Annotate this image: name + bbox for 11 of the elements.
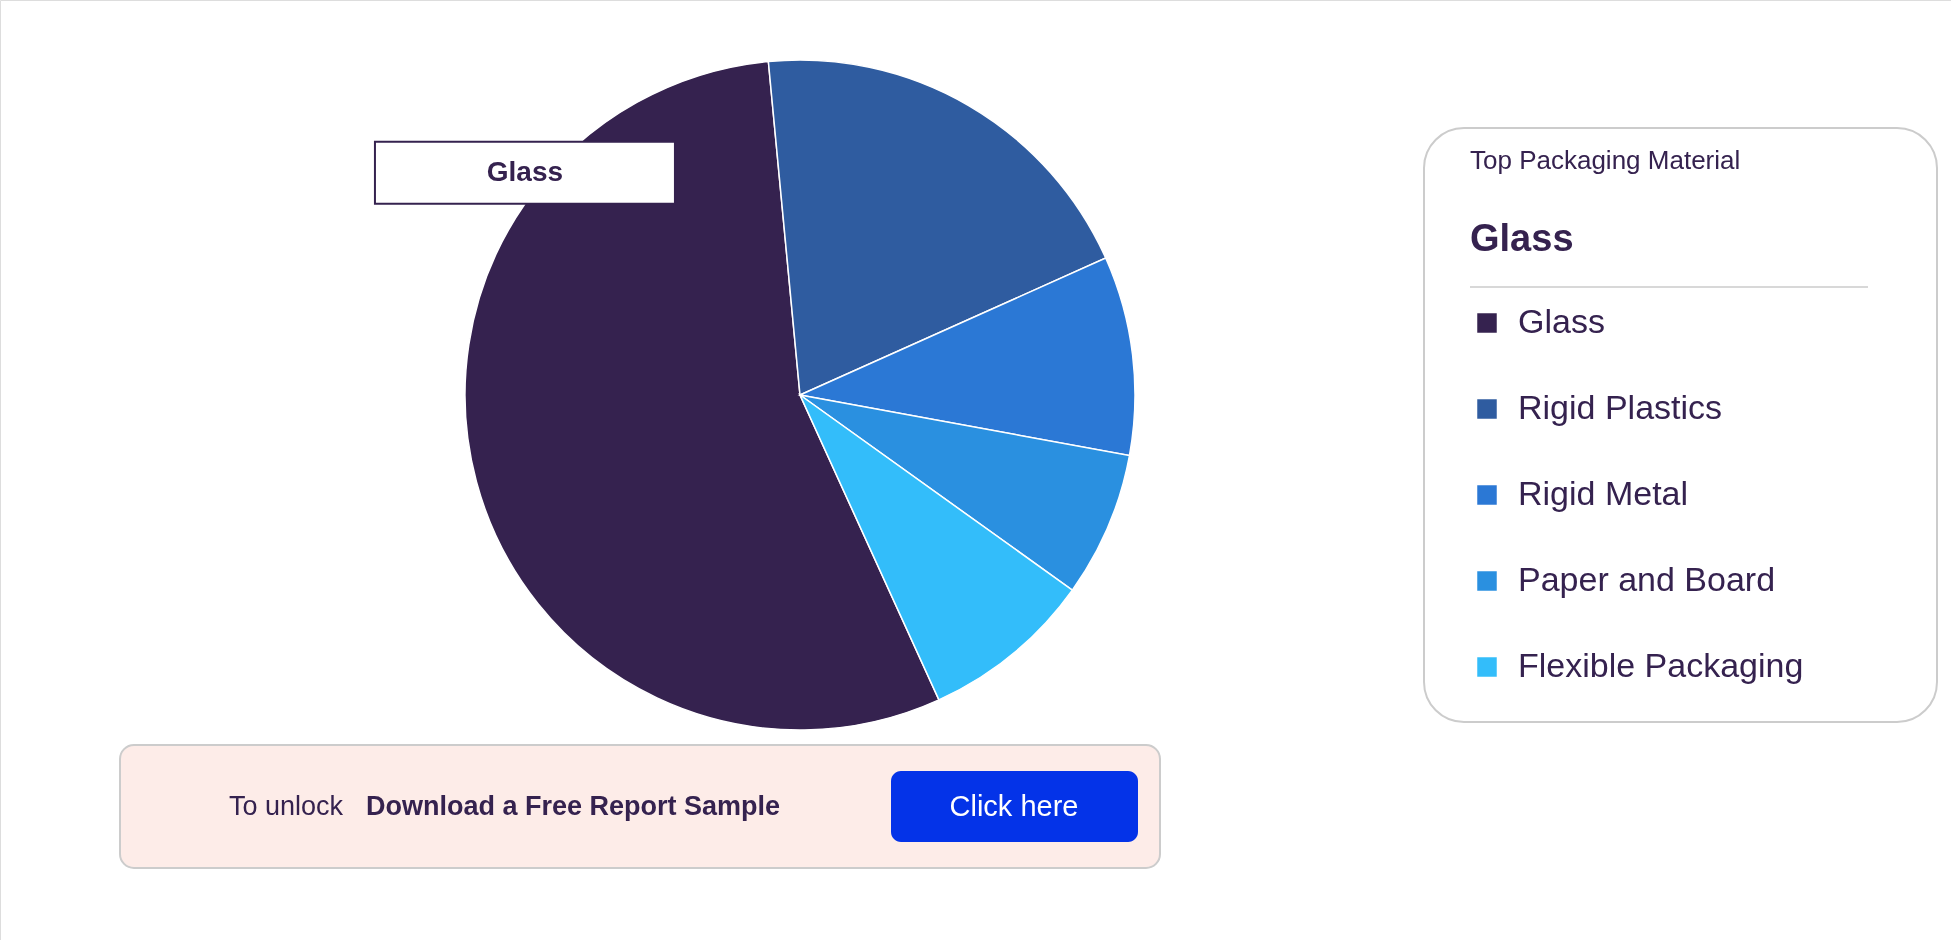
legend-title: Top Packaging Material	[1470, 145, 1741, 175]
text: Download a Free Report Sample	[366, 791, 781, 821]
text: Glass	[1470, 217, 1574, 259]
legend-label: Paper and Board	[1518, 560, 1776, 598]
legend-label: Flexible Packaging	[1518, 646, 1804, 684]
legend-label: Rigid Metal	[1518, 474, 1689, 512]
text: Click here	[949, 790, 1079, 822]
legend-label: Glass	[1518, 302, 1605, 340]
text: Glass	[486, 155, 564, 187]
legend-label: Rigid Plastics	[1518, 388, 1723, 426]
text: To unlock	[229, 791, 344, 821]
